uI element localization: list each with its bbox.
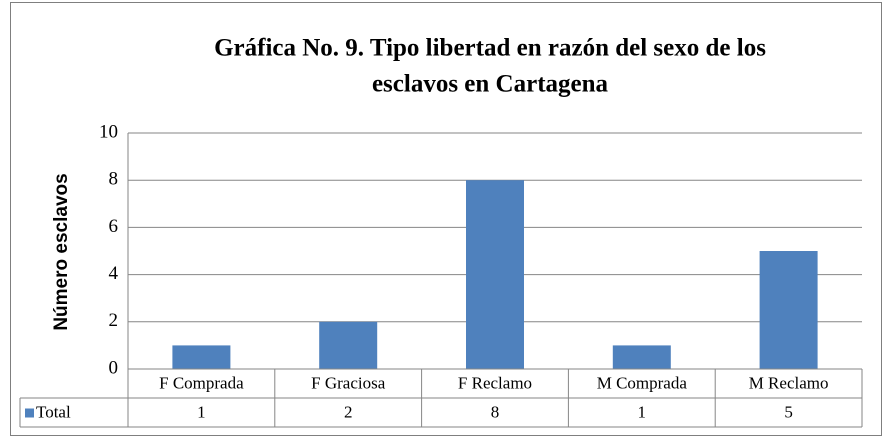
chart-title: esclavos en Cartagena	[372, 71, 609, 98]
bar	[319, 321, 378, 369]
y-tick-label: 8	[109, 169, 119, 190]
y-tick-label: 10	[99, 121, 118, 142]
bar	[612, 345, 671, 369]
y-tick-label: 0	[109, 357, 119, 378]
data-table-value: 1	[197, 402, 206, 421]
data-table-value: 5	[784, 402, 793, 421]
x-tick-label: M Reclamo	[749, 373, 829, 392]
data-table-value: 8	[491, 402, 500, 421]
legend-swatch	[25, 408, 34, 418]
chart-border	[10, 2, 882, 436]
y-tick-label: 2	[109, 310, 119, 331]
x-tick-label: M Comprada	[597, 373, 688, 392]
y-axis-label: Número esclavos	[51, 173, 72, 330]
bar	[466, 180, 524, 369]
data-table-value: 1	[638, 402, 647, 421]
y-tick-label: 4	[109, 263, 119, 284]
x-tick-label: F Comprada	[159, 373, 244, 392]
chart-title: Gráfica No. 9. Tipo libertad en razón de…	[214, 35, 766, 62]
x-tick-label: F Reclamo	[458, 373, 532, 392]
y-tick-label: 6	[109, 216, 119, 237]
x-tick-label: F Graciosa	[311, 373, 386, 392]
legend-label: Total	[36, 402, 71, 421]
bar	[759, 251, 818, 369]
data-table-value: 2	[344, 402, 353, 421]
bar	[172, 345, 231, 369]
